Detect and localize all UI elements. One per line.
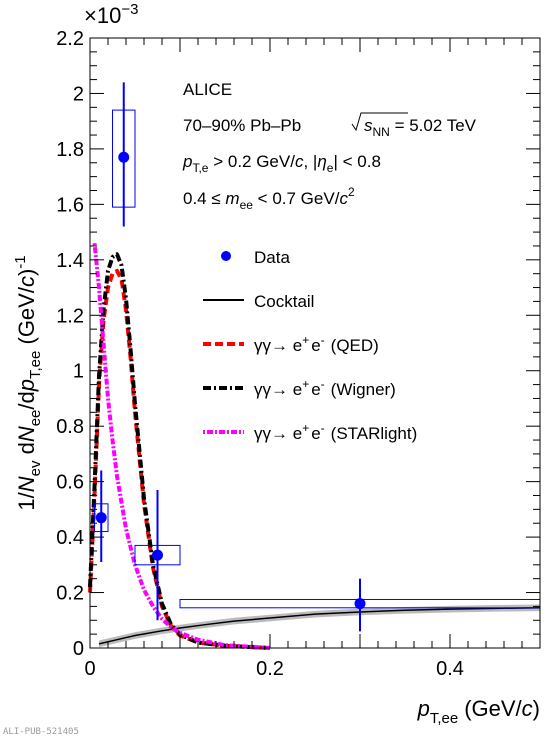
y-tick-label: 0.8	[56, 416, 84, 438]
starlight-curve	[92, 242, 271, 650]
x-tick-label: 0	[84, 658, 95, 680]
wigner-curve	[88, 252, 271, 650]
axes-group: 0 0.2 0.4 0.6 0.8 1 1.2 1.4 1.6 1.8 2 2.2 0 0.2 0.4	[56, 28, 541, 680]
y-tick-label: 0.2	[56, 583, 84, 605]
theory-curves-group	[88, 242, 271, 650]
y-axis-title: 1/Nev dNee/dpT,ee (GeV/c)-1	[12, 255, 44, 510]
x-tick-label: 0.4	[436, 658, 464, 680]
publication-id: ALI-PUB-521405	[3, 727, 79, 737]
svg-text:sNN = 5.02 TeV: sNN = 5.02 TeV	[364, 116, 477, 139]
svg-text:γγ→ e+e-(STARlight): γγ→ e+ e- (STARlight)	[254, 421, 417, 443]
svg-text:70–90% Pb–Pb: 70–90% Pb–Pb	[183, 116, 301, 135]
y-tick-label: 0.6	[56, 472, 84, 494]
y-tick-label: 2.2	[56, 28, 84, 50]
data-point	[95, 512, 107, 524]
legend-item-starlight: γγ→ e+ e- (STARlight)	[203, 421, 417, 443]
legend-item-data: Data	[221, 248, 290, 267]
x-axis-title: pT,ee (GeV/c)	[417, 696, 540, 727]
legend-item-cocktail: Cocktail	[203, 292, 314, 311]
y-tick-label: 1.8	[56, 139, 84, 161]
mass-cut-label: 0.4 ≤ mee < 0.7 GeV/c2	[183, 185, 355, 212]
cocktail-band-group	[98, 604, 541, 648]
svg-text:Cocktail: Cocktail	[254, 292, 314, 311]
legend-item-wigner: γγ→ e+ e- (Wigner)	[203, 377, 396, 399]
qed-curve	[88, 268, 271, 650]
y-tick-label: 1	[73, 361, 84, 383]
systematic-boxes-group	[94, 109, 541, 609]
cocktail-uncertainty-band	[99, 604, 540, 648]
data-point	[152, 549, 163, 561]
y-tick-label: 0	[73, 638, 84, 660]
legend-item-qed: γγ→ e+ e- (QED)	[203, 333, 379, 355]
cocktail-line	[98, 607, 541, 645]
legend: Data Cocktail γγ→ e+ e- (QED) γγ→ e+ e- (Wig…	[203, 248, 417, 443]
x-tick-label: 0.2	[256, 658, 284, 680]
y-tick-label: 0.4	[56, 527, 84, 549]
data-point	[118, 151, 130, 163]
system-label: 70–90% Pb–Pb sNN = 5.02 TeV	[183, 112, 477, 139]
y-tick-label: 2	[73, 83, 84, 105]
y-tick-label: 1.6	[56, 194, 84, 216]
y-tick-label: 1.4	[56, 250, 84, 272]
svg-text:Data: Data	[254, 248, 290, 267]
svg-text:γγ→ e+e-(Wigner): γγ→ e+ e- (Wigner)	[254, 377, 396, 399]
experiment-label: ALICE	[183, 80, 232, 99]
kinematic-cut-label: pT,e > 0.2 GeV/c, |ηe| < 0.8	[182, 152, 381, 175]
legend-data-marker	[221, 251, 231, 261]
data-points-group	[95, 82, 366, 632]
data-point	[354, 598, 366, 610]
sqrt-sign	[351, 112, 408, 132]
y-multiplier: ×10−3	[84, 1, 138, 28]
y-tick-label: 1.2	[56, 305, 84, 327]
svg-text:γγ→ e+e-(QED): γγ→ e+ e- (QED)	[254, 333, 379, 355]
